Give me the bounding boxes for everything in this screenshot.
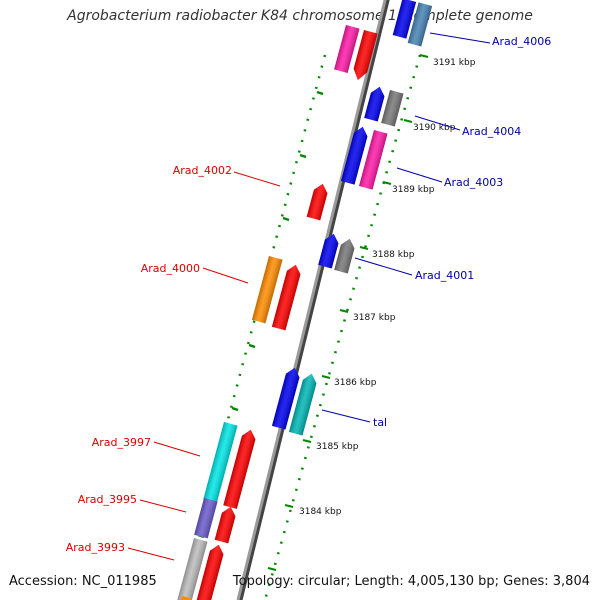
gene-arad-4006-b[interactable]: [407, 2, 433, 47]
gene-red-3992[interactable]: [193, 543, 226, 600]
gene-red-3994[interactable]: [214, 505, 238, 544]
gene-label-arad-3995[interactable]: Arad_3995: [78, 493, 137, 506]
tick-mark: [321, 375, 331, 379]
tick-mark: [359, 246, 369, 250]
tick-mark: [419, 54, 429, 58]
outer-ring: [263, 54, 422, 600]
gene-label-arad-4004[interactable]: Arad_4004: [462, 125, 521, 138]
backbone: [236, 0, 387, 600]
tick-label: 3187 kbp: [353, 313, 396, 323]
gene-label-arad-4000[interactable]: Arad_4000: [141, 262, 200, 275]
gene-blue-4001b[interactable]: [318, 232, 340, 269]
gene-arad-4006[interactable]: [392, 0, 417, 39]
accession-text: Accession: NC_011985: [9, 574, 157, 589]
gene-label-arad-3993[interactable]: Arad_3993: [66, 541, 125, 554]
gene-label-arad-4003[interactable]: Arad_4003: [444, 176, 503, 189]
gene-label-arad-4001[interactable]: Arad_4001: [415, 269, 474, 282]
gene-arad-4000[interactable]: [271, 263, 303, 331]
leader-line: [396, 167, 443, 183]
gene-label-tal[interactable]: tal: [373, 416, 387, 429]
leader-line: [139, 499, 187, 513]
tick-mark: [403, 119, 413, 123]
tick-mark: [284, 504, 294, 508]
minor-tick: [282, 216, 290, 222]
gene-blue-4003b[interactable]: [340, 125, 370, 185]
tick-label: 3188 kbp: [372, 250, 415, 260]
leader-line: [202, 267, 249, 284]
gene-pink-4006[interactable]: [334, 25, 360, 74]
leader-line: [233, 171, 281, 187]
tick-label: 3184 kbp: [299, 507, 342, 517]
gene-blue-4005[interactable]: [364, 85, 386, 122]
leader-line: [321, 409, 371, 423]
tick-label: 3185 kbp: [316, 442, 359, 452]
gene-label-arad-4006[interactable]: Arad_4006: [492, 35, 551, 48]
tick-label: 3189 kbp: [392, 185, 435, 195]
gene-blue-tal-b[interactable]: [271, 366, 302, 430]
gene-orange-3991[interactable]: [179, 596, 192, 600]
gene-red-3996[interactable]: [223, 428, 257, 509]
gene-arad-4002[interactable]: [306, 182, 330, 221]
gene-arad-3993[interactable]: [175, 538, 208, 600]
gene-label-arad-4002[interactable]: Arad_4002: [173, 164, 232, 177]
tick-mark: [382, 181, 392, 185]
leader-line: [414, 115, 461, 131]
leader-line: [429, 32, 491, 44]
tick-mark: [267, 567, 277, 571]
genes-group: [175, 0, 433, 600]
gene-orange-4000[interactable]: [251, 255, 283, 324]
leader-line: [127, 547, 175, 561]
gene-arad-3995[interactable]: [194, 497, 218, 539]
minor-tick: [299, 153, 307, 159]
minor-tick: [231, 406, 239, 412]
gene-arad-3997[interactable]: [203, 422, 238, 503]
minor-tick: [248, 343, 256, 349]
gene-tal[interactable]: [288, 372, 319, 436]
ticks-group: [267, 54, 429, 571]
gene-arad-4001[interactable]: [334, 237, 356, 274]
leader-line: [354, 257, 413, 276]
tick-label: 3190 kbp: [413, 123, 456, 133]
gene-red-4006[interactable]: [351, 30, 378, 82]
tick-label: 3186 kbp: [334, 378, 377, 388]
tick-label: 3191 kbp: [433, 58, 476, 68]
topology-text: Topology: circular; Length: 4,005,130 bp…: [232, 574, 590, 589]
leaders: [127, 32, 491, 561]
gene-arad-4004[interactable]: [381, 90, 404, 127]
minor-tick: [316, 90, 324, 96]
backbone-shadow: [237, 0, 390, 600]
leader-line: [153, 441, 201, 457]
gene-label-arad-3997[interactable]: Arad_3997: [92, 436, 151, 449]
gene-arad-4003[interactable]: [358, 130, 388, 190]
tick-mark: [339, 309, 349, 313]
tick-mark: [302, 439, 312, 443]
